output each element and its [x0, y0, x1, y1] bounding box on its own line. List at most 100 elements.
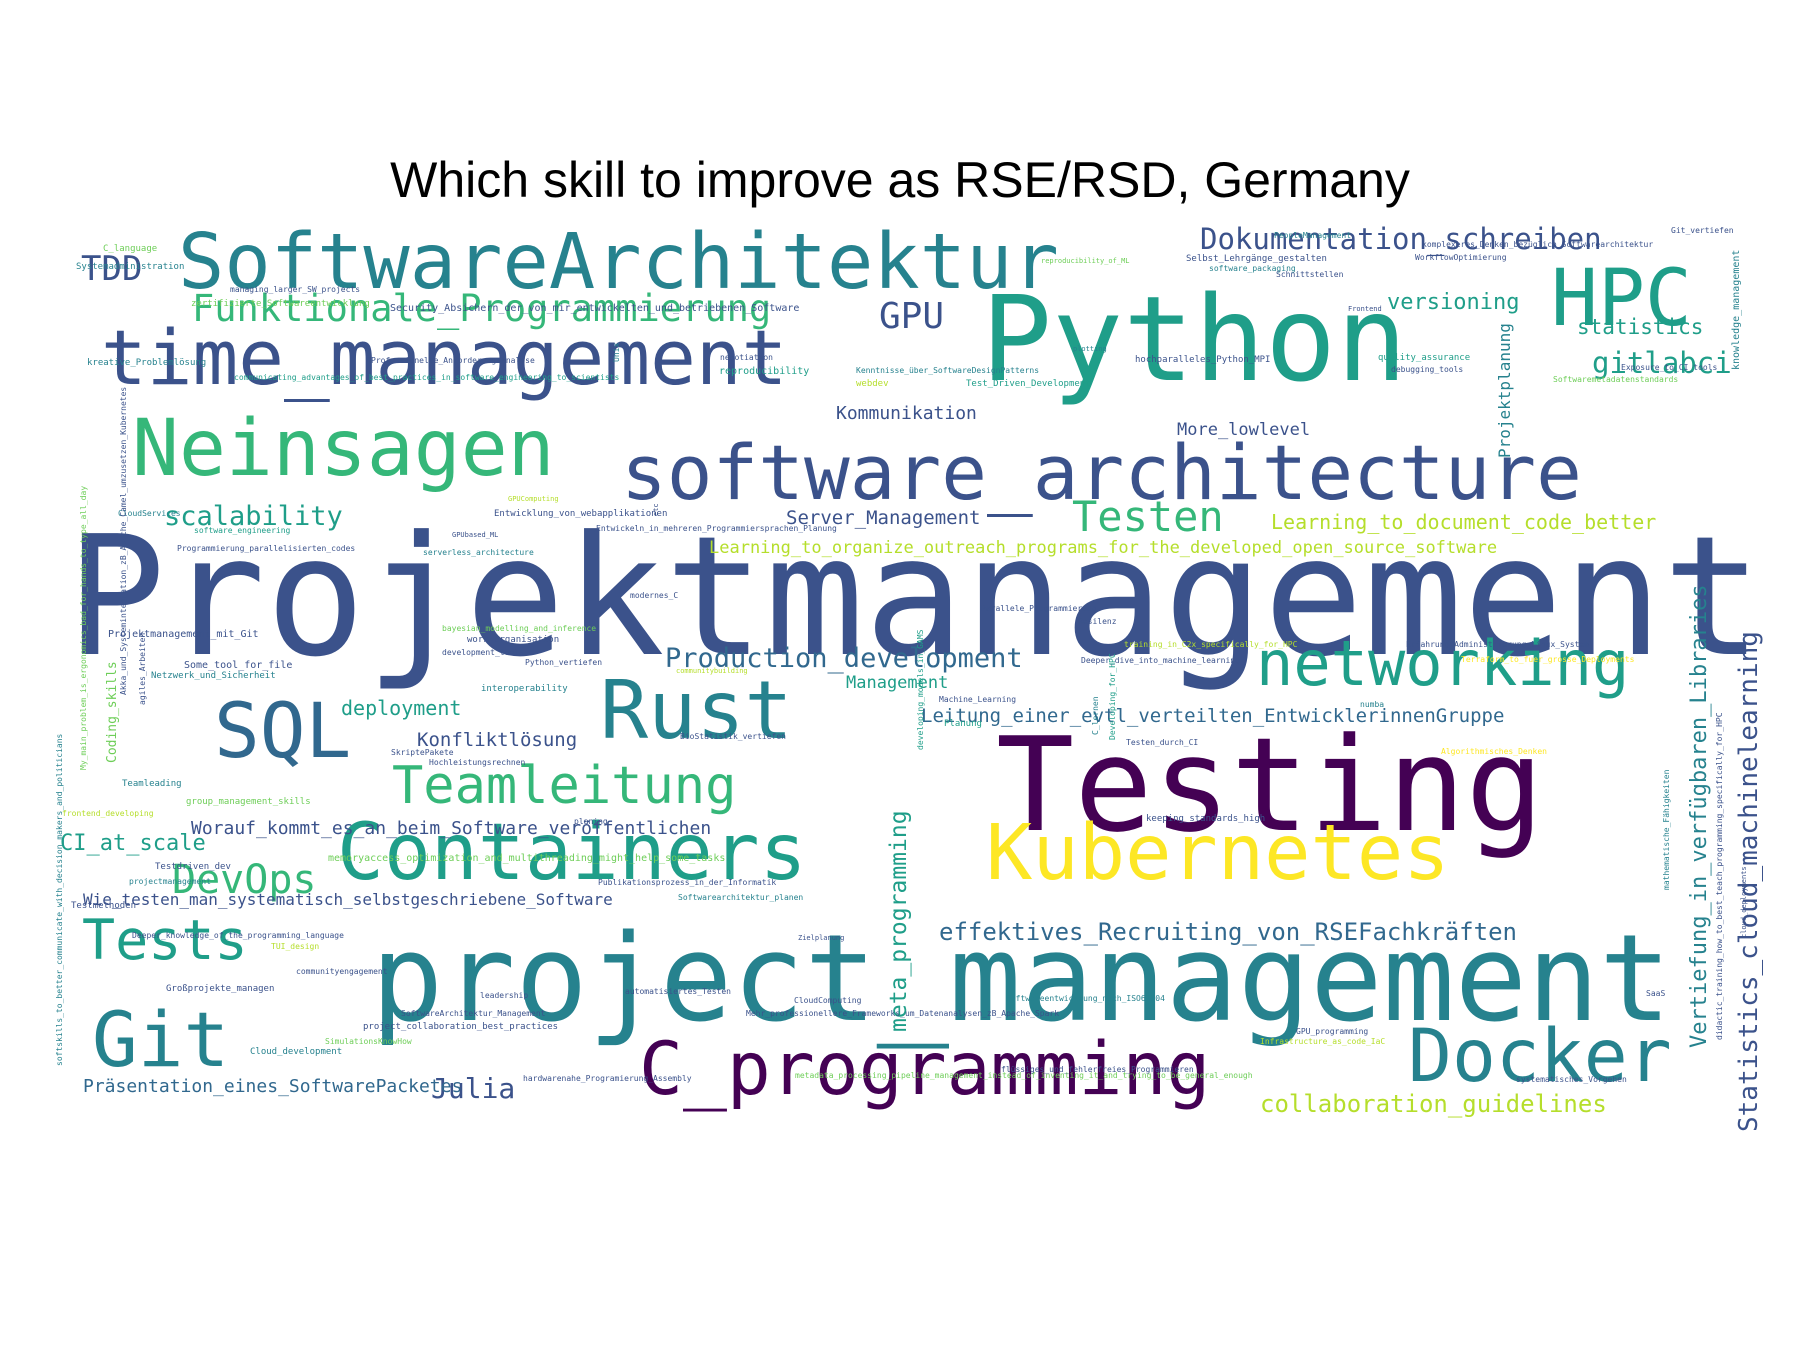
cloud-word: bayesian_modelling_and_inference: [442, 624, 597, 633]
cloud-word: Containers: [337, 808, 807, 898]
cloud-word: systematisches_Vorgehen: [1516, 1075, 1627, 1084]
cloud-word: Planung: [944, 719, 982, 729]
cloud-word: C_lernen: [1091, 696, 1100, 735]
cloud-word: automatisiertes_Testen: [625, 987, 731, 996]
cloud-word: Julia: [431, 1072, 516, 1105]
cloud-word: Entwickeln_in_mehreren_Programmiersprach…: [596, 524, 837, 533]
cloud-word: Teamleitung: [392, 756, 737, 816]
cloud-word: memoryaccess_optimization_and_multithrea…: [328, 853, 726, 864]
cloud-word: leadership: [480, 991, 529, 1000]
cloud-word: Git_vertiefen: [1671, 226, 1734, 235]
cloud-word: Publikationsprozess_in_der_Informatik: [598, 878, 777, 887]
cloud-word: Learning_to_organize_outreach_programs_f…: [709, 538, 1498, 558]
cloud-word: knowledge_management: [1731, 249, 1742, 370]
cloud-word: work_organisation: [467, 635, 560, 645]
cloud-word: Python: [981, 270, 1408, 408]
cloud-word: Testen_durch_CI: [1126, 738, 1199, 747]
cloud-word: Projektmanagement: [66, 501, 1763, 694]
cloud-word: project_management: [371, 910, 1672, 1049]
cloud-word: Wie_testen_man_systematisch_selbstgeschr…: [83, 890, 613, 909]
cloud-word: deployment: [341, 696, 462, 720]
cloud-word: WorkflowOptimierung: [1415, 253, 1507, 262]
cloud-word: PeopleManagement: [1274, 231, 1352, 240]
cloud-word: numba: [1360, 700, 1385, 709]
cloud-word: Kommunikation: [836, 403, 977, 424]
cloud-word: effektives_Recruiting_von_RSEFachkräften: [939, 918, 1517, 946]
cloud-word: webdev: [856, 379, 889, 389]
cloud-word: Algorithmisches_Denken: [1441, 747, 1547, 756]
cloud-word: Leitung_einer_evtl_verteilten_Entwickler…: [921, 705, 1505, 727]
cloud-word: metadata_processing_pipeline_management_…: [795, 1071, 1253, 1080]
cloud-word: communitybuilding: [676, 667, 748, 675]
cloud-word: Unix: [612, 342, 621, 362]
cloud-word: collaboration_guidelines: [1260, 1090, 1607, 1118]
cloud-word: Professionelle_Anforderungsanalyse: [371, 356, 535, 365]
cloud-word: CloudComputing: [794, 996, 862, 1005]
cloud-word: Management: [846, 673, 949, 693]
cloud-word: Testen: [1072, 492, 1224, 541]
cloud-word: software_architecture: [621, 428, 1582, 517]
cloud-word: software_packaging: [1209, 264, 1296, 273]
cloud-word: training_in_C2x_specifically_for_HPC: [1124, 640, 1298, 649]
cloud-word: Machine_Learning: [939, 695, 1017, 704]
cloud-word: Testmethoden: [71, 901, 137, 911]
cloud-word: kreative_Problemlösung: [87, 358, 207, 368]
cloud-word: versioning: [1387, 290, 1520, 315]
cloud-word: meta_programming: [886, 810, 912, 1032]
cloud-word: Selbst_Lehrgänge_gestalten: [1186, 254, 1327, 264]
cloud-word: reproducibility_of_ML: [1041, 257, 1130, 265]
cloud-word: agiles_Arbeiten: [138, 632, 147, 705]
cloud-word: Server_Management: [786, 507, 981, 529]
cloud-word: Exposure_to_CI_tools: [1621, 363, 1718, 372]
cloud-word: Frontend: [1348, 305, 1382, 313]
cloud-word: TDD: [81, 249, 143, 289]
cloud-word: TUI_design: [271, 942, 320, 951]
cloud-word: Softwarearchitektur_planen: [678, 893, 804, 902]
cloud-word: GPUbased_ML: [452, 531, 499, 539]
cloud-word: Parallele_Programmierung: [981, 604, 1097, 613]
cloud-word: Resilenz: [1078, 617, 1117, 626]
cloud-word: cloud_deployments: [1740, 866, 1748, 938]
cloud-word: Präsentation_eines_SoftwarePacketes: [83, 1076, 463, 1097]
cloud-word: software_engineering: [194, 526, 291, 535]
cloud-word: group_management_skills: [186, 797, 311, 807]
cloud-word: Deeper_knowledge_of_the_programming_lang…: [132, 931, 344, 940]
cloud-word: Kubernetes: [986, 809, 1450, 898]
cloud-word: Mehr_professionellere_Frameworks_um_Date…: [746, 1009, 1060, 1018]
cloud-word: Coding_skills: [105, 661, 120, 763]
cloud-word: mathematische_Fähigkeiten: [1662, 769, 1671, 890]
cloud-word: debugging_tools: [1391, 365, 1464, 374]
cloud-word: flüssiges_und_fehlerfreies_Programmieren: [1001, 1065, 1194, 1074]
cloud-word: frontend_developing: [62, 809, 154, 818]
cloud-word: quality_assurance: [1378, 353, 1471, 363]
cloud-word: SoftwareArchitektur: [178, 220, 1059, 307]
word-cloud: Projektmanagement Testing project_manageme…: [46, 220, 1766, 1140]
cloud-word: planing: [574, 817, 608, 826]
cloud-word: softskills_to_better_communicate_with_de…: [55, 733, 64, 1066]
cloud-word: Akka_und_Systemintegration_zB_Apache_Cam…: [119, 386, 128, 695]
cloud-word: project_collaboration_best_practices: [363, 1022, 559, 1032]
cloud-word: Terraform_to_fuer_grosse_Deployments: [1461, 655, 1635, 664]
cloud-word: My_main_problem_is_ergonomics_bad_for_ha…: [79, 485, 88, 770]
cloud-word: Projektplanung: [1495, 323, 1514, 458]
cloud-word: serverless_architecture: [423, 548, 534, 557]
cloud-word: scalability: [164, 501, 343, 532]
cloud-word: projectmanagement: [129, 877, 211, 886]
cloud-word: BioStatistik_vertiefen: [680, 732, 786, 741]
cloud-word: Deeper_dive_into_machine_learning: [1081, 656, 1240, 665]
cloud-word: Großprojekte_managen: [166, 984, 275, 994]
cloud-word: communicating_advantages_of_best_practic…: [234, 373, 620, 382]
cloud-word: reproducibility: [719, 366, 810, 377]
cloud-word: Vertiefung_in_verfügbaren_Libraries: [1687, 584, 1712, 1048]
cloud-word: Softwareentwicklung_nach_ISO62304: [1006, 994, 1165, 1003]
cloud-word: keeping_standards_high: [1146, 814, 1266, 824]
cloud-word: GPU_programming: [1296, 1027, 1369, 1036]
cloud-word: didactic_training_how_to_best_teach_prog…: [1715, 712, 1724, 1040]
cloud-word: etc: [652, 503, 660, 516]
cloud-word: Kenntnisse_über_SoftwareDesignPatterns: [856, 366, 1040, 375]
cloud-word: Security_Absichern_der_von_mir_entwickel…: [390, 303, 800, 314]
cloud-word: Developing_for_HPC: [1108, 653, 1117, 740]
cloud-word: negotiation: [720, 353, 773, 362]
cloud-word: development_tools: [442, 648, 524, 657]
